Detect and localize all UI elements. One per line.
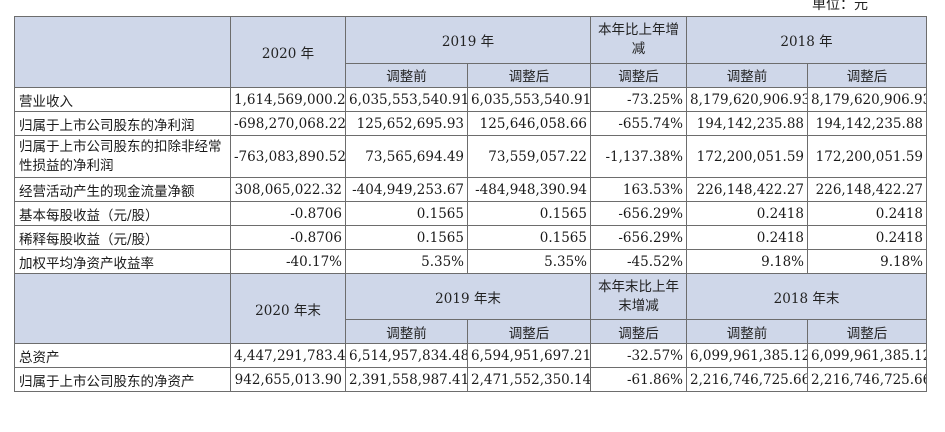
value-cell: -763,083,890.52 bbox=[230, 135, 346, 178]
value-cell: 172,200,051.59 bbox=[807, 135, 927, 178]
value-cell: 194,142,235.88 bbox=[807, 111, 927, 136]
value-cell: -656.29% bbox=[590, 201, 687, 226]
value-cell: -45.52% bbox=[590, 249, 687, 274]
value-cell: -32.57% bbox=[590, 343, 687, 368]
subheader-cell: 调整后 bbox=[807, 319, 927, 344]
value-cell: 942,655,013.90 bbox=[230, 367, 346, 392]
value-cell: 1,614,569,000.28 bbox=[230, 87, 346, 112]
value-cell: 6,594,951,697.21 bbox=[467, 343, 591, 368]
row-label: 加权平均净资产收益率 bbox=[14, 249, 231, 274]
value-cell: 0.2418 bbox=[807, 225, 927, 250]
table-row: 归属于上市公司股东的扣除非经常性损益的净利润 -763,083,890.52 73,… bbox=[14, 135, 927, 178]
value-cell: 0.2418 bbox=[686, 225, 808, 250]
subheader-cell: 调整后 bbox=[467, 62, 591, 89]
table-row: 基本每股收益（元/股） -0.8706 0.1565 0.1565 -656.29% 0.… bbox=[14, 201, 927, 226]
value-cell: -73.25% bbox=[590, 87, 687, 112]
value-cell: -484,948,390.94 bbox=[467, 177, 591, 202]
value-cell: 2,216,746,725.66 bbox=[686, 367, 808, 392]
subheader-cell: 调整后 bbox=[590, 319, 687, 344]
value-cell: 73,565,694.49 bbox=[345, 135, 468, 178]
row-label: 稀释每股收益（元/股） bbox=[14, 225, 231, 250]
subheader-cell: 调整前 bbox=[345, 319, 468, 344]
table-row: 总资产 4,447,291,783.45 6,514,957,834.48 6,594… bbox=[14, 343, 927, 368]
value-cell: 194,142,235.88 bbox=[686, 111, 808, 136]
value-cell: 0.1565 bbox=[345, 225, 468, 250]
value-cell: 8,179,620,906.93 bbox=[686, 87, 808, 112]
row-label: 基本每股收益（元/股） bbox=[14, 201, 231, 226]
row-label: 归属于上市公司股东的净利润 bbox=[14, 111, 231, 136]
unit-label: 单位：元 bbox=[812, 0, 868, 13]
value-cell: 0.1565 bbox=[467, 225, 591, 250]
header-year-2020: 2020 年 bbox=[230, 16, 346, 88]
subheader-cell: 调整后 bbox=[807, 62, 927, 89]
table-row: 归属于上市公司股东的净资产 942,655,013.90 2,391,558,987… bbox=[14, 367, 927, 392]
value-cell: -404,949,253.67 bbox=[345, 177, 468, 202]
value-cell: 0.1565 bbox=[467, 201, 591, 226]
header-year-end-2019: 2019 年末 bbox=[345, 273, 591, 320]
header-blank-cell bbox=[14, 273, 231, 344]
row-label: 总资产 bbox=[14, 343, 231, 368]
row-label: 归属于上市公司股东的扣除非经常性损益的净利润 bbox=[14, 135, 231, 178]
value-cell: 8,179,620,906.93 bbox=[807, 87, 927, 112]
header-yoy-change: 本年比上年增减 bbox=[590, 16, 687, 64]
value-cell: 5.35% bbox=[467, 249, 591, 274]
value-cell: 0.2418 bbox=[686, 201, 808, 226]
subheader-cell: 调整前 bbox=[686, 62, 808, 89]
header-year-end-2018: 2018 年末 bbox=[686, 273, 927, 320]
value-cell: -61.86% bbox=[590, 367, 687, 392]
value-cell: 226,148,422.27 bbox=[686, 177, 808, 202]
subheader-cell: 调整后 bbox=[467, 319, 591, 344]
value-cell: 6,099,961,385.12 bbox=[807, 343, 927, 368]
header-year-2018: 2018 年 bbox=[686, 16, 927, 64]
value-cell: 226,148,422.27 bbox=[807, 177, 927, 202]
value-cell: 9.18% bbox=[807, 249, 927, 274]
value-cell: 2,471,552,350.14 bbox=[467, 367, 591, 392]
value-cell: 6,035,553,540.91 bbox=[345, 87, 468, 112]
value-cell: -0.8706 bbox=[230, 201, 346, 226]
subheader-cell: 调整前 bbox=[686, 319, 808, 344]
value-cell: 4,447,291,783.45 bbox=[230, 343, 346, 368]
value-cell: -0.8706 bbox=[230, 225, 346, 250]
value-cell: 125,646,058.66 bbox=[467, 111, 591, 136]
header-year-end-2020: 2020 年末 bbox=[230, 273, 346, 344]
table-row: 经营活动产生的现金流量净额 308,065,022.32 -404,949,253.… bbox=[14, 177, 927, 202]
value-cell: -1,137.38% bbox=[590, 135, 687, 178]
value-cell: 6,514,957,834.48 bbox=[345, 343, 468, 368]
value-cell: 163.53% bbox=[590, 177, 687, 202]
value-cell: -40.17% bbox=[230, 249, 346, 274]
header-year-end-change: 本年末比上年末增减 bbox=[590, 273, 687, 320]
value-cell: -655.74% bbox=[590, 111, 687, 136]
header-year-2019: 2019 年 bbox=[345, 16, 591, 64]
table-row: 稀释每股收益（元/股） -0.8706 0.1565 0.1565 -656.29% 0.… bbox=[14, 225, 927, 250]
table-row: 归属于上市公司股东的净利润 -698,270,068.22 125,652,695.… bbox=[14, 111, 927, 136]
financial-data-table: 2020 年 2019 年 本年比上年增减 2018 年 调整前 调整后 调整后… bbox=[14, 16, 927, 392]
table-row: 加权平均净资产收益率 -40.17% 5.35% 5.35% -45.52% 9.18% 9… bbox=[14, 249, 927, 274]
subheader-cell: 调整后 bbox=[590, 62, 687, 89]
value-cell: -656.29% bbox=[590, 225, 687, 250]
value-cell: 0.1565 bbox=[345, 201, 468, 226]
value-cell: 6,099,961,385.12 bbox=[686, 343, 808, 368]
row-label: 营业收入 bbox=[14, 87, 231, 112]
row-label: 经营活动产生的现金流量净额 bbox=[14, 177, 231, 202]
value-cell: 308,065,022.32 bbox=[230, 177, 346, 202]
row-label: 归属于上市公司股东的净资产 bbox=[14, 367, 231, 392]
table-row: 营业收入 1,614,569,000.28 6,035,553,540.91 6,03… bbox=[14, 87, 927, 112]
value-cell: 9.18% bbox=[686, 249, 808, 274]
value-cell: 5.35% bbox=[345, 249, 468, 274]
header-blank-cell bbox=[14, 16, 231, 88]
value-cell: 73,559,057.22 bbox=[467, 135, 591, 178]
value-cell: 0.2418 bbox=[807, 201, 927, 226]
value-cell: 2,391,558,987.41 bbox=[345, 367, 468, 392]
value-cell: 172,200,051.59 bbox=[686, 135, 808, 178]
subheader-cell: 调整前 bbox=[345, 62, 468, 89]
value-cell: 6,035,553,540.91 bbox=[467, 87, 591, 112]
value-cell: 125,652,695.93 bbox=[345, 111, 468, 136]
value-cell: -698,270,068.22 bbox=[230, 111, 346, 136]
value-cell: 2,216,746,725.66 bbox=[807, 367, 927, 392]
